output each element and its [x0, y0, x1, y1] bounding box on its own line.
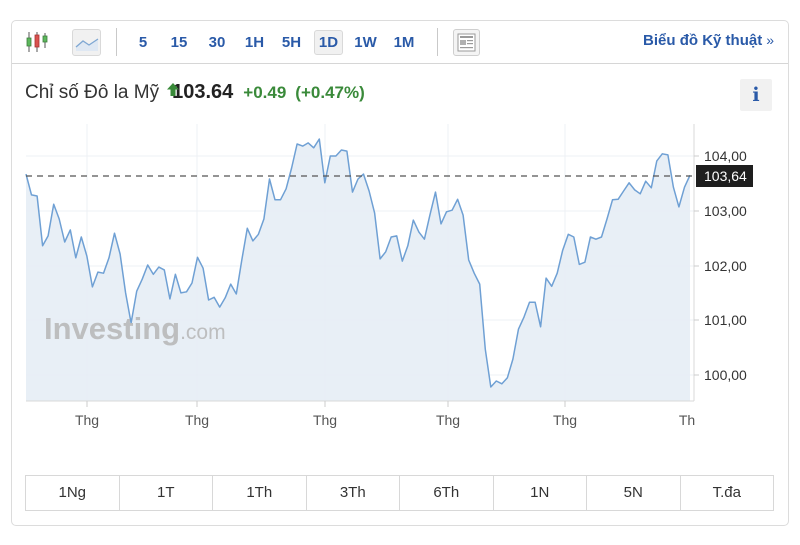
- price-change: +0.49: [243, 83, 287, 102]
- interval-1w[interactable]: 1W: [354, 34, 377, 51]
- interval-1d[interactable]: 1D: [314, 30, 343, 55]
- range-3-months[interactable]: 3Th: [307, 476, 400, 510]
- interval-5h[interactable]: 5H: [281, 34, 302, 51]
- interval-30[interactable]: 30: [208, 34, 226, 51]
- price-series: [25, 138, 691, 401]
- interval-1m[interactable]: 1M: [393, 34, 415, 51]
- interval-15[interactable]: 15: [170, 34, 188, 51]
- technical-chart-link[interactable]: Biểu đồ Kỹ thuật»: [643, 32, 774, 49]
- interval-5[interactable]: 5: [138, 34, 148, 51]
- candlestick-icon[interactable]: [24, 28, 50, 56]
- double-chevron-right-icon: »: [766, 32, 774, 48]
- info-icon: i: [752, 84, 760, 106]
- quote-header: Chỉ số Đô la Mỹ 103.64 +0.49 (+0.47%): [25, 81, 365, 104]
- price-change-percent: (+0.47%): [295, 83, 365, 102]
- range-5-years[interactable]: 5N: [587, 476, 681, 510]
- price-chart[interactable]: Investing.com 104,00 103,00 102,00 101,0…: [12, 21, 790, 451]
- y-tick-label: 103,00: [704, 203, 747, 219]
- range-1-month[interactable]: 1Th: [213, 476, 307, 510]
- range-1-week[interactable]: 1T: [120, 476, 213, 510]
- y-tick-label: 104,00: [704, 148, 747, 164]
- range-1-day[interactable]: 1Ng: [26, 476, 120, 510]
- y-tick-label: 101,00: [704, 312, 747, 328]
- toolbar-divider: [437, 28, 438, 56]
- price-line: [25, 138, 691, 388]
- x-tick-label: Thg: [436, 412, 460, 428]
- x-tick-labels: Thg Thg Thg Thg Thg Th: [75, 401, 695, 428]
- instrument-name: Chỉ số Đô la Mỹ: [25, 82, 160, 103]
- x-tick-label: Thg: [75, 412, 99, 428]
- interval-1h[interactable]: 1H: [244, 34, 265, 51]
- chart-toolbar: 5 15 30 1H 5H 1D 1W 1M Biểu đồ Kỹ thuật»: [12, 21, 788, 64]
- chart-widget: 5 15 30 1H 5H 1D 1W 1M Biểu đồ Kỹ thuật»…: [11, 20, 789, 526]
- investing-watermark: Investing.com: [44, 311, 226, 346]
- x-tick-label: Thg: [313, 412, 337, 428]
- last-price-tag-label: 103,64: [704, 168, 747, 184]
- toolbar-divider: [116, 28, 117, 56]
- last-price: 103.64: [172, 81, 234, 103]
- x-tick-label: Thg: [185, 412, 209, 428]
- x-tick-label: Th: [679, 412, 695, 428]
- range-max[interactable]: T.đa: [712, 484, 741, 501]
- news-layout-icon[interactable]: [453, 29, 480, 56]
- x-tick-label: Thg: [553, 412, 577, 428]
- area-line-icon[interactable]: [72, 29, 101, 56]
- y-tick-label: 102,00: [704, 258, 747, 274]
- time-range-selector: 1Ng 1T 1Th 3Th 6Th 1N 5N T.đa: [25, 475, 774, 511]
- y-tick-label: 100,00: [704, 367, 747, 383]
- technical-chart-label: Biểu đồ Kỹ thuật: [643, 32, 763, 49]
- price-area-fill: [26, 139, 690, 401]
- last-price-tag: [696, 165, 753, 187]
- range-6-months[interactable]: 6Th: [400, 476, 494, 510]
- y-tick-labels: 104,00 103,00 102,00 101,00 100,00: [694, 148, 747, 383]
- info-button[interactable]: i: [740, 79, 772, 111]
- range-1-year[interactable]: 1N: [494, 476, 587, 510]
